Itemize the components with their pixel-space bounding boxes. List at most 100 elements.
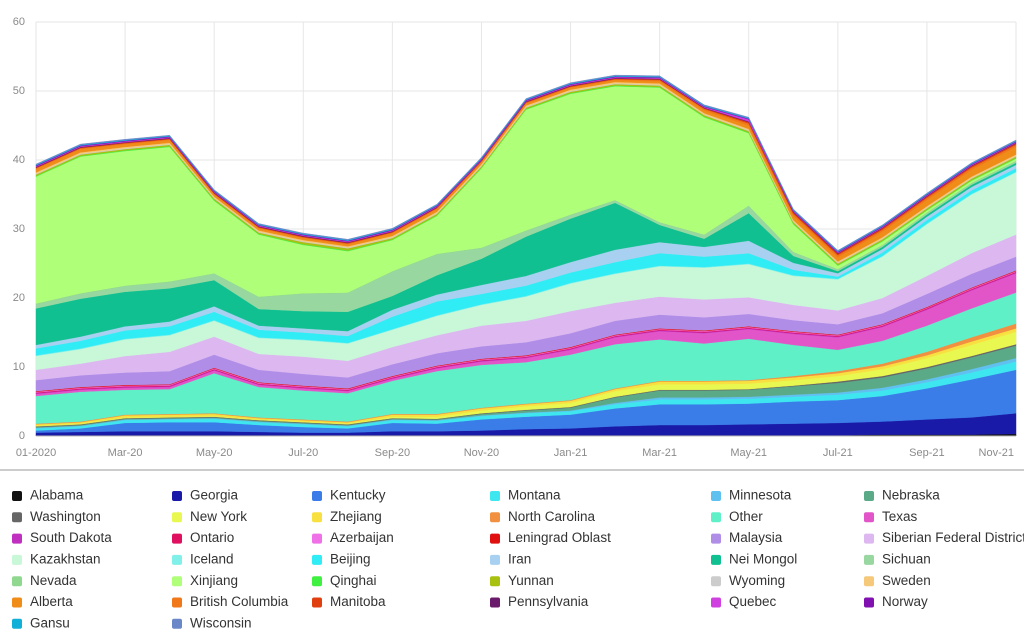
- legend-item: Wyoming: [711, 573, 785, 588]
- legend-label: Minnesota: [729, 488, 792, 503]
- legend-swatch: [864, 554, 874, 565]
- legend-label: New York: [190, 509, 247, 524]
- legend-label: British Columbia: [190, 594, 289, 609]
- legend-item: North Carolina: [490, 509, 596, 524]
- legend-label: Sichuan: [882, 551, 931, 566]
- legend-label: Iran: [508, 551, 531, 566]
- legend-item: Gansu: [12, 615, 70, 630]
- x-tick-label: Sep-21: [909, 447, 944, 459]
- y-tick-label: 0: [19, 430, 25, 442]
- legend-item: Alabama: [12, 488, 84, 503]
- legend-swatch: [864, 597, 874, 608]
- legend-item: Pennsylvania: [490, 594, 589, 609]
- legend-label: Wisconsin: [190, 615, 252, 630]
- legend-label: Nei Mongol: [729, 551, 797, 566]
- legend-item: New York: [172, 509, 247, 524]
- legend-swatch: [711, 576, 721, 587]
- legend-swatch: [172, 554, 182, 565]
- legend-item: Sweden: [864, 573, 931, 588]
- x-tick-label: Nov-21: [979, 447, 1014, 459]
- legend-label: Alberta: [30, 594, 73, 609]
- legend-swatch: [312, 491, 322, 501]
- legend-label: Iceland: [190, 551, 234, 566]
- y-tick-label: 30: [13, 223, 25, 235]
- legend-label: Georgia: [190, 488, 239, 503]
- legend-item: Leningrad Oblast: [490, 530, 611, 545]
- legend-label: Wyoming: [729, 573, 785, 588]
- legend-label: Kazakhstan: [30, 551, 101, 566]
- legend-item: Norway: [864, 594, 928, 609]
- legend-swatch: [12, 618, 22, 629]
- legend-item: Georgia: [172, 488, 239, 503]
- legend-item: Qinghai: [312, 573, 377, 588]
- legend-swatch: [490, 554, 500, 565]
- legend-swatch: [172, 533, 182, 544]
- legend-swatch: [172, 597, 182, 608]
- legend-item: Kazakhstan: [12, 551, 101, 566]
- legend-swatch: [12, 597, 22, 608]
- x-tick-label: 01-2020: [16, 447, 56, 459]
- legend-swatch: [12, 491, 22, 501]
- legend-swatch: [490, 597, 500, 608]
- legend-label: Leningrad Oblast: [508, 530, 611, 545]
- legend-swatch: [490, 491, 500, 501]
- legend-swatch: [864, 512, 874, 523]
- x-tick-label: Nov-20: [464, 447, 499, 459]
- legend-label: Gansu: [30, 615, 70, 630]
- legend-item: Washington: [12, 509, 101, 524]
- legend-item: Ontario: [172, 530, 234, 545]
- legend-item: Kentucky: [312, 488, 386, 503]
- y-tick-label: 50: [13, 85, 25, 97]
- legend-item: Montana: [490, 488, 561, 503]
- legend-swatch: [864, 576, 874, 587]
- legend-swatch: [312, 576, 322, 587]
- legend-item: Other: [711, 509, 763, 524]
- legend-label: Texas: [882, 509, 918, 524]
- legend-label: Manitoba: [330, 594, 386, 609]
- legend-label: Alabama: [30, 488, 84, 503]
- x-tick-label: May-20: [196, 447, 233, 459]
- legend-item: Beijing: [312, 551, 371, 566]
- legend-swatch: [864, 533, 874, 544]
- legend-item: Quebec: [711, 594, 777, 609]
- legend-label: Norway: [882, 594, 928, 609]
- legend-label: Washington: [30, 509, 101, 524]
- legend-swatch: [711, 491, 721, 501]
- legend-item: Nebraska: [864, 488, 940, 503]
- legend-item: Nevada: [12, 573, 77, 588]
- legend-label: Malaysia: [729, 530, 783, 545]
- legend-item: Azerbaijan: [312, 530, 394, 545]
- x-tick-label: Jul-21: [823, 447, 853, 459]
- legend-item: Siberian Federal District: [864, 530, 1024, 545]
- x-tick-label: Mar-20: [108, 447, 143, 459]
- y-tick-label: 20: [13, 292, 25, 304]
- legend-item: Iran: [490, 551, 531, 566]
- y-tick-label: 10: [13, 361, 25, 373]
- legend-label: North Carolina: [508, 509, 596, 524]
- legend-item: South Dakota: [12, 530, 112, 545]
- legend-swatch: [312, 512, 322, 523]
- legend-label: Sweden: [882, 573, 931, 588]
- legend-swatch: [490, 576, 500, 587]
- y-tick-label: 60: [13, 16, 25, 28]
- legend-label: Pennsylvania: [508, 594, 589, 609]
- legend-swatch: [12, 554, 22, 565]
- legend-label: Nevada: [30, 573, 77, 588]
- legend-label: Xinjiang: [190, 573, 238, 588]
- legend-item: Zhejiang: [312, 509, 382, 524]
- legend-item: Texas: [864, 509, 918, 524]
- legend-item: Alberta: [12, 594, 73, 609]
- legend-swatch: [312, 554, 322, 565]
- legend-label: South Dakota: [30, 530, 112, 545]
- legend-item: Nei Mongol: [711, 551, 797, 566]
- legend-swatch: [12, 512, 22, 523]
- legend-swatch: [12, 576, 22, 587]
- legend-label: Quebec: [729, 594, 777, 609]
- legend-swatch: [172, 576, 182, 587]
- legend-swatch: [490, 512, 500, 523]
- legend-item: Malaysia: [711, 530, 783, 545]
- legend-swatch: [490, 533, 500, 544]
- legend-swatch: [12, 533, 22, 544]
- legend-label: Zhejiang: [330, 509, 382, 524]
